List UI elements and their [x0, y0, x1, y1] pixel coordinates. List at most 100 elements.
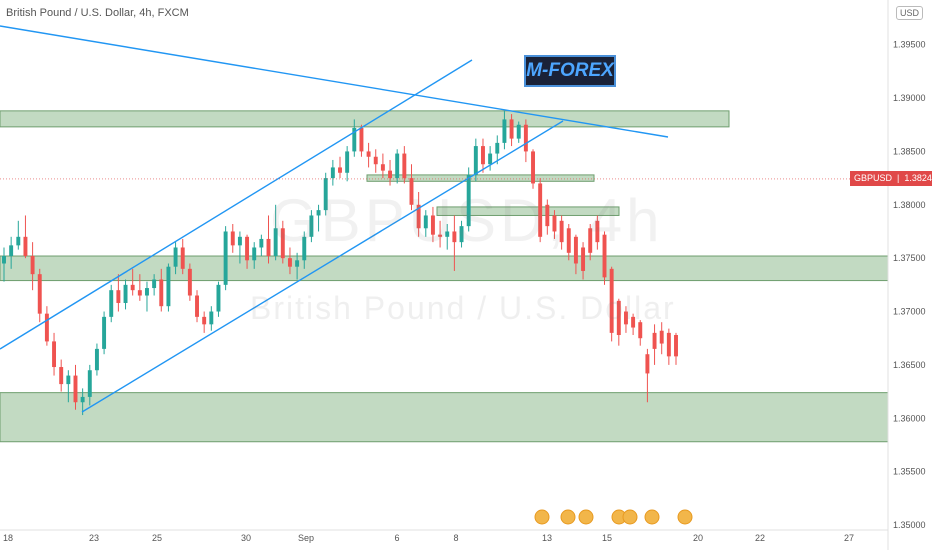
candle-body	[73, 375, 78, 403]
candle-body	[323, 178, 328, 211]
candle-body	[595, 220, 600, 243]
candle-body	[59, 367, 64, 385]
event-icon-us-gb[interactable]	[622, 509, 638, 525]
time-tick-label: 23	[89, 533, 99, 543]
candle-body	[30, 256, 35, 275]
currency-badge[interactable]: USD	[895, 6, 923, 20]
candle-body	[638, 322, 643, 339]
event-icon-us-gb[interactable]	[644, 509, 660, 525]
event-icon-us[interactable]	[534, 509, 550, 525]
candle-body	[245, 236, 250, 261]
candle-body	[430, 215, 435, 235]
candle-body	[623, 311, 628, 325]
channel-upper-line	[0, 59, 473, 350]
candle-body	[559, 220, 564, 243]
candle-body	[359, 127, 364, 152]
candle-body	[87, 370, 92, 397]
time-axis[interactable]: 18 23 25 30 Sep 6 8 13 15 20 22 27	[0, 529, 888, 543]
candle-body	[159, 279, 164, 307]
candle-body	[573, 236, 578, 264]
price-tick-label: 1.38000	[893, 200, 926, 210]
candle-body	[416, 204, 421, 229]
candle-body	[109, 290, 114, 317]
price-tick-label: 1.35500	[893, 467, 926, 477]
price-zones	[0, 110, 889, 443]
candle-body	[252, 247, 257, 261]
price-tick-label: 1.36000	[893, 413, 926, 423]
candle-body	[52, 341, 57, 368]
candle-body	[466, 174, 471, 227]
descending-trendline	[0, 25, 669, 138]
candle-body	[531, 151, 535, 184]
candle-body	[538, 183, 543, 237]
candle-body	[552, 215, 557, 232]
candle-body	[495, 142, 500, 154]
zone-low	[0, 392, 889, 443]
candle-body	[259, 238, 264, 248]
candle-body	[488, 153, 493, 165]
candle-body	[66, 375, 71, 385]
candle-body	[452, 231, 457, 243]
event-icon-gb[interactable]	[677, 509, 693, 525]
candle-body	[316, 210, 321, 216]
zone-mid	[436, 206, 620, 216]
price-tick-label: 1.39000	[893, 93, 926, 103]
candle-body	[223, 231, 228, 285]
candle-body	[195, 295, 199, 317]
candle-body	[330, 167, 335, 179]
candle-body	[509, 119, 514, 139]
watermark-symbol: GBPUSD, 4h	[270, 187, 664, 254]
candle-body	[609, 268, 614, 333]
candle-body	[545, 204, 550, 227]
candle-body	[145, 288, 149, 296]
candle-body	[373, 156, 378, 165]
candle-body	[588, 228, 593, 253]
candle-body	[202, 316, 207, 325]
candle-body	[366, 151, 371, 157]
time-tick-label: 6	[394, 533, 399, 543]
price-tag-symbol: GBPUSD	[854, 173, 893, 184]
candle-body	[16, 236, 21, 246]
candle-body	[481, 146, 485, 165]
candle-body	[602, 234, 607, 278]
candle-body	[137, 290, 142, 296]
candle-body	[631, 316, 636, 328]
candle-body	[80, 396, 85, 403]
candle-body	[173, 247, 178, 267]
price-tag-value: 1.38242	[904, 173, 932, 184]
time-tick-label: 20	[693, 533, 703, 543]
candle-body	[209, 311, 214, 325]
candle-body	[523, 124, 528, 152]
candle-body	[94, 348, 99, 371]
candle-body	[423, 215, 428, 229]
candle-body	[338, 167, 342, 173]
candle-body	[230, 231, 235, 246]
candle-body	[502, 119, 507, 143]
candle-body	[166, 266, 171, 307]
price-tick-label: 1.36500	[893, 360, 926, 370]
candle-body	[473, 146, 478, 175]
candle-body	[674, 335, 678, 357]
zone-upper	[0, 110, 730, 128]
event-icon-us-gb[interactable]	[560, 509, 576, 525]
candle-body	[116, 290, 121, 303]
time-tick-label: 8	[453, 533, 458, 543]
trend-lines	[0, 25, 669, 413]
candle-body	[237, 236, 242, 246]
candle-body	[616, 300, 621, 336]
price-axis[interactable]: 1.39500 1.39000 1.38500 1.38000 1.37500 1.370…	[887, 0, 926, 550]
candle-body	[37, 274, 42, 314]
time-tick-label: 13	[542, 533, 552, 543]
candle-body	[23, 236, 28, 257]
event-icon-us-gb[interactable]	[578, 509, 594, 525]
candle-body	[516, 124, 521, 139]
chart-title: British Pound / U.S. Dollar, 4h, FXCM	[6, 7, 189, 19]
candle-body	[102, 316, 107, 349]
time-tick-label: 15	[602, 533, 612, 543]
candle-body	[445, 231, 450, 237]
time-tick-label: 27	[844, 533, 854, 543]
price-tick-label: 1.35000	[893, 520, 926, 530]
candle-body	[352, 127, 357, 152]
economic-events[interactable]	[534, 509, 693, 525]
